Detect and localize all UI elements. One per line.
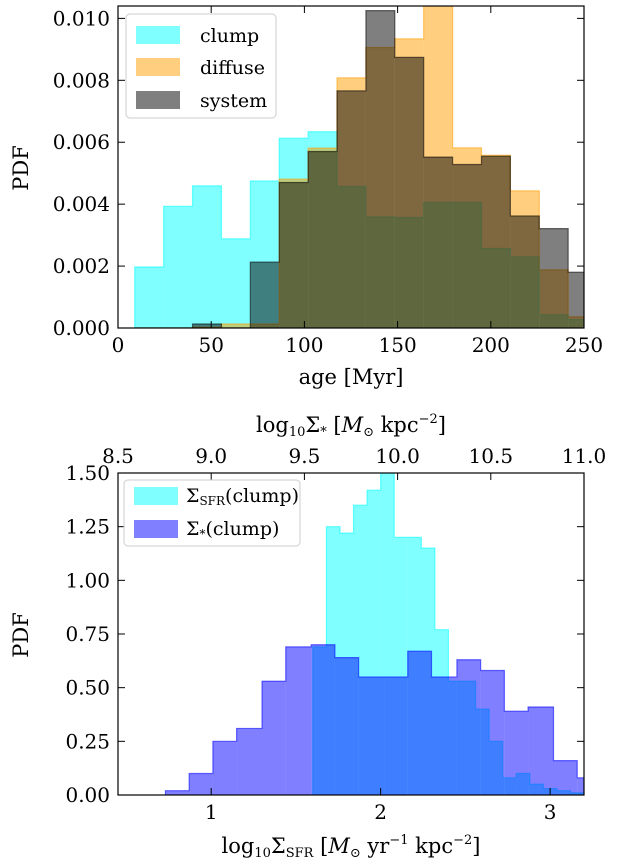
surface-density-histogram-bars — [164, 473, 584, 795]
bar-clump — [480, 670, 505, 795]
top-x-tick-label: 10.5 — [469, 444, 514, 468]
bar-clump — [236, 728, 263, 795]
top-legend: clump diffuse system — [125, 13, 277, 119]
step-outline-system — [134, 10, 584, 328]
bar-clump — [134, 267, 164, 328]
y-tick-label: 0.002 — [53, 254, 110, 278]
age-histogram-bars — [134, 6, 584, 328]
x-tick-label: 50 — [198, 333, 223, 357]
bottom-legend: ΣSFR(clump) Σ*(clump) — [123, 479, 301, 547]
bar-diffuse — [221, 323, 251, 328]
age-histogram-panel: 0 50 100 150 200 250 0.000 0.002 0.004 0.006 0.008… — [9, 5, 603, 389]
bar-system — [192, 323, 222, 328]
bar-system — [394, 57, 424, 328]
legend-swatch-system — [136, 91, 180, 109]
x-tick-label: 150 — [379, 333, 417, 357]
bar-clump — [163, 206, 193, 328]
y-tick-label: 0.50 — [65, 676, 110, 700]
bar-system — [365, 10, 395, 328]
legend-entry-system: system — [136, 90, 267, 112]
y-tick-label: 0.006 — [53, 130, 110, 154]
y-tick-label: 0.000 — [53, 316, 110, 340]
x-tick-label: 0 — [112, 333, 125, 357]
bottom-axis-ticks: 1 2 3 0.00 0.25 0.50 0.75 1.00 1.25 1.508.5 9.0 9.5… — [65, 444, 606, 824]
bar-clump — [311, 644, 335, 795]
bar-clump — [189, 773, 213, 795]
legend-label-system: system — [200, 90, 267, 112]
bar-clump — [165, 790, 190, 795]
bar-clump — [553, 760, 578, 795]
top-x-axis-label: age [Myr] — [299, 365, 404, 389]
y-tick-label: 1.25 — [65, 515, 110, 539]
legend-entry-clump: clump — [136, 25, 259, 47]
bar-clump — [504, 711, 529, 795]
bar-clump — [192, 185, 222, 328]
legend-swatch-diffuse — [136, 58, 180, 76]
legend-entry-sigma-sfr: ΣSFR(clump) — [134, 485, 299, 508]
legend-label-clump: clump — [200, 25, 259, 47]
bar-system — [279, 182, 309, 328]
x-tick-label: 100 — [285, 333, 323, 357]
top-x-tick-label: 10.0 — [375, 444, 420, 468]
bar-clump — [212, 741, 237, 795]
top-x-tick-label: 9.0 — [195, 444, 227, 468]
x-tick-label: 250 — [565, 333, 603, 357]
bar-clump — [285, 646, 312, 795]
y-tick-label: 0.008 — [53, 68, 110, 92]
top-x-tick-label: 9.5 — [288, 444, 320, 468]
x-tick-label: 1 — [205, 800, 218, 824]
top-y-axis-label: PDF — [9, 145, 33, 191]
series-system — [134, 10, 584, 328]
bar-system — [337, 90, 366, 328]
x-tick-label: 200 — [472, 333, 510, 357]
bar-system — [568, 272, 584, 328]
bar-clump — [221, 238, 251, 328]
bar-clump — [384, 676, 408, 795]
y-tick-label: 0.25 — [65, 729, 110, 753]
bar-system — [452, 164, 482, 328]
legend-swatch-clump — [136, 26, 180, 44]
top-x-tick-label: 11.0 — [562, 444, 607, 468]
bar-system — [510, 215, 540, 328]
bar-system — [481, 156, 511, 328]
x-tick-label: 3 — [544, 800, 557, 824]
top-x-tick-label: 8.5 — [102, 444, 134, 468]
step-outline-clump — [164, 644, 584, 795]
bar-system — [250, 262, 280, 328]
bar-clump — [407, 651, 432, 795]
legend-swatch-sigma-star — [134, 520, 178, 538]
y-tick-label: 1.00 — [65, 568, 110, 592]
y-tick-label: 0.75 — [65, 622, 110, 646]
legend-swatch-sigma-sfr — [134, 487, 178, 505]
bar-clump — [262, 681, 286, 795]
bar-clump — [431, 676, 457, 795]
top-axis-ticks: 0 50 100 150 200 250 0.000 0.002 0.004 0.006 0.008… — [53, 6, 603, 357]
bar-clump — [456, 659, 481, 795]
legend-entry-sigma-star: Σ*(clump) — [134, 518, 279, 541]
bar-system — [539, 228, 569, 328]
bar-system — [423, 157, 453, 328]
bar-clump — [577, 777, 584, 795]
bar-clump — [358, 676, 385, 795]
surface-density-histogram-panel: 1 2 3 0.00 0.25 0.50 0.75 1.00 1.25 1.508.5 9.0 9.5… — [9, 412, 606, 861]
legend-label-sigma-star: Σ*(clump) — [186, 518, 279, 541]
top-plot-frame — [117, 5, 585, 329]
bottom-y-axis-label: PDF — [9, 612, 33, 658]
bar-clump — [334, 657, 359, 795]
legend-label-diffuse: diffuse — [200, 57, 265, 79]
bottom-top-x-axis-label: log10Σ* [M⊙ kpc−2] — [256, 412, 446, 440]
bottom-x-axis-label: log10ΣSFR [M⊙ yr−1 kpc−2] — [222, 833, 481, 861]
legend-entry-diffuse: diffuse — [136, 57, 265, 79]
x-tick-label: 2 — [374, 800, 387, 824]
y-tick-label: 0.004 — [53, 192, 110, 216]
series-clump — [164, 644, 584, 795]
y-tick-label: 1.50 — [65, 461, 110, 485]
y-tick-label: 0.010 — [53, 6, 110, 30]
bar-system — [308, 151, 338, 328]
legend-label-sigma-sfr: ΣSFR(clump) — [186, 485, 299, 508]
bar-clump — [528, 706, 554, 795]
y-tick-label: 0.00 — [65, 783, 110, 807]
